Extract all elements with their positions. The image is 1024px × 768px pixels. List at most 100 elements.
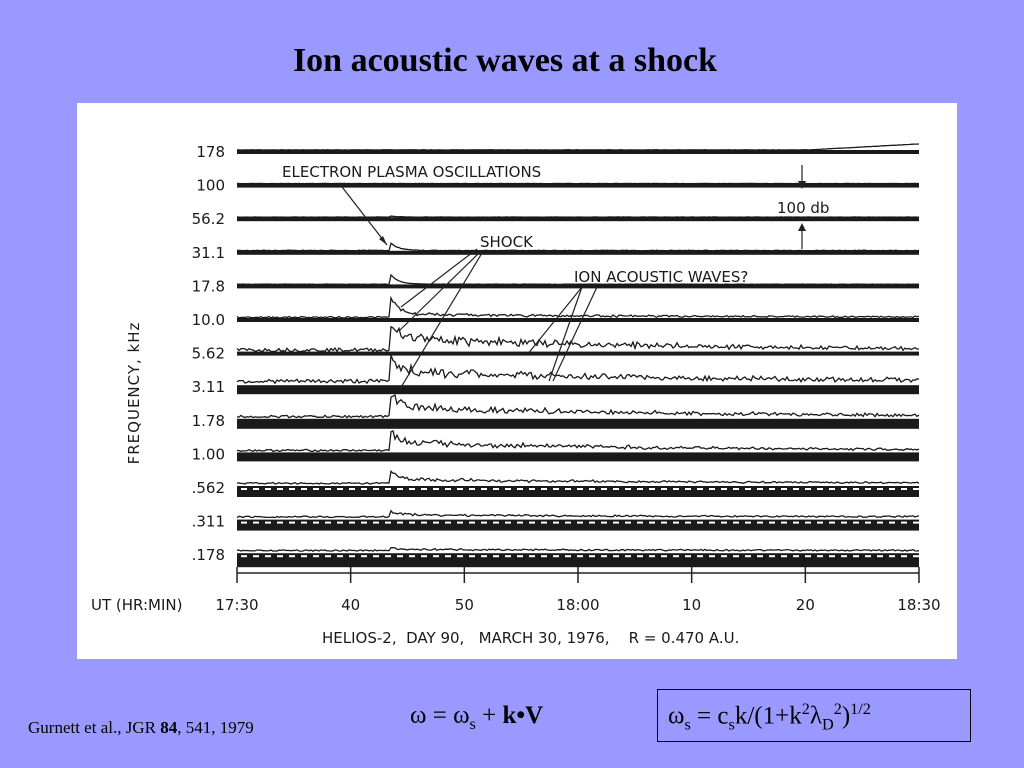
channel-baseline xyxy=(237,486,919,497)
band-tick xyxy=(817,521,823,524)
band-tick xyxy=(289,488,295,490)
band-tick xyxy=(493,521,499,524)
band-tick xyxy=(613,488,619,490)
ion-acoustic-annotation: ION ACOUSTIC WAVES? xyxy=(574,268,748,286)
band-tick xyxy=(385,521,391,524)
band-tick xyxy=(457,521,463,524)
band-tick xyxy=(769,555,775,558)
band-tick xyxy=(397,488,403,490)
channel-label: 100 xyxy=(196,177,225,195)
band-tick xyxy=(733,521,739,524)
band-tick xyxy=(577,488,583,490)
band-tick xyxy=(625,555,631,558)
band-tick xyxy=(361,555,367,558)
band-tick xyxy=(481,521,487,524)
band-tick xyxy=(829,521,835,524)
box-omega: ω xyxy=(668,702,685,730)
band-tick xyxy=(805,555,811,558)
band-tick xyxy=(781,521,787,524)
slide-title: Ion acoustic waves at a shock xyxy=(292,42,718,79)
channel-label: 178 xyxy=(196,143,225,161)
band-tick xyxy=(565,521,571,524)
band-tick xyxy=(433,488,439,490)
band-tick xyxy=(529,488,535,490)
channel-label: .562 xyxy=(192,479,225,497)
band-tick xyxy=(301,488,307,490)
band-tick xyxy=(913,555,919,558)
band-tick xyxy=(697,488,703,490)
band-tick xyxy=(709,488,715,490)
band-tick xyxy=(697,555,703,558)
channel-trace xyxy=(236,429,920,453)
band-tick xyxy=(817,555,823,558)
box-sub-s: s xyxy=(684,715,691,734)
band-tick xyxy=(373,555,379,558)
band-tick xyxy=(277,488,283,490)
shock-arrow-2 xyxy=(398,252,480,332)
band-tick xyxy=(829,488,835,490)
band-tick xyxy=(265,521,271,524)
band-tick xyxy=(721,555,727,558)
band-tick xyxy=(241,555,247,558)
band-tick xyxy=(649,488,655,490)
channel-trace xyxy=(236,547,920,552)
channel-trace xyxy=(236,295,920,319)
band-tick xyxy=(889,521,895,524)
band-tick xyxy=(781,488,787,490)
band-tick xyxy=(649,521,655,524)
band-tick xyxy=(385,555,391,558)
band-tick xyxy=(661,488,667,490)
band-tick xyxy=(445,555,451,558)
box-sup-2a: 2 xyxy=(801,700,810,718)
band-tick xyxy=(733,488,739,490)
band-tick xyxy=(289,555,295,558)
channel-label: 31.1 xyxy=(192,244,225,262)
band-tick xyxy=(661,555,667,558)
band-tick xyxy=(241,521,247,524)
box-sub-d: D xyxy=(821,715,834,734)
band-tick xyxy=(505,521,511,524)
band-tick xyxy=(685,488,691,490)
channel-trace xyxy=(236,242,920,252)
chart-caption: HELIOS-2, DAY 90, MARCH 30, 1976, R = 0.… xyxy=(322,629,739,647)
band-tick xyxy=(253,488,259,490)
band-tick xyxy=(709,521,715,524)
band-tick xyxy=(745,521,751,524)
band-tick xyxy=(853,555,859,558)
sound-speed-equation-box: ωs = csk/(1+k2λD2)1/2 xyxy=(657,689,971,742)
box-lambda: λ xyxy=(809,702,822,730)
channel-label: 56.2 xyxy=(192,210,225,228)
band-tick xyxy=(637,555,643,558)
band-tick xyxy=(349,555,355,558)
x-tick-label: 50 xyxy=(455,596,474,614)
band-tick xyxy=(769,488,775,490)
band-tick xyxy=(817,488,823,490)
x-tick-label: 17:30 xyxy=(215,596,258,614)
band-tick xyxy=(541,521,547,524)
band-tick xyxy=(613,555,619,558)
band-tick xyxy=(373,488,379,490)
spectrum-figure: 178 100 56.2 31.1 17.8 10.0 5.62 3.11 1.78 1.00 .5… xyxy=(77,103,957,659)
channel-trace xyxy=(236,325,920,353)
band-tick xyxy=(757,555,763,558)
band-tick xyxy=(409,488,415,490)
band-tick xyxy=(601,555,607,558)
x-tick-label: 10 xyxy=(682,596,701,614)
band-tick xyxy=(745,488,751,490)
band-tick xyxy=(433,521,439,524)
channel-label: 5.62 xyxy=(192,345,225,363)
band-tick xyxy=(673,488,679,490)
frequency-time-chart: 178 100 56.2 31.1 17.8 10.0 5.62 3.11 1.78 1.00 .5… xyxy=(91,143,941,647)
shock-arrow-1 xyxy=(400,248,478,308)
band-tick xyxy=(373,521,379,524)
band-tick xyxy=(337,488,343,490)
band-tick xyxy=(337,521,343,524)
band-tick xyxy=(277,521,283,524)
band-tick xyxy=(757,488,763,490)
band-tick xyxy=(481,555,487,558)
band-tick xyxy=(853,488,859,490)
band-tick xyxy=(589,521,595,524)
band-tick xyxy=(913,488,919,490)
channel-label: 1.78 xyxy=(192,412,225,430)
band-tick xyxy=(805,521,811,524)
